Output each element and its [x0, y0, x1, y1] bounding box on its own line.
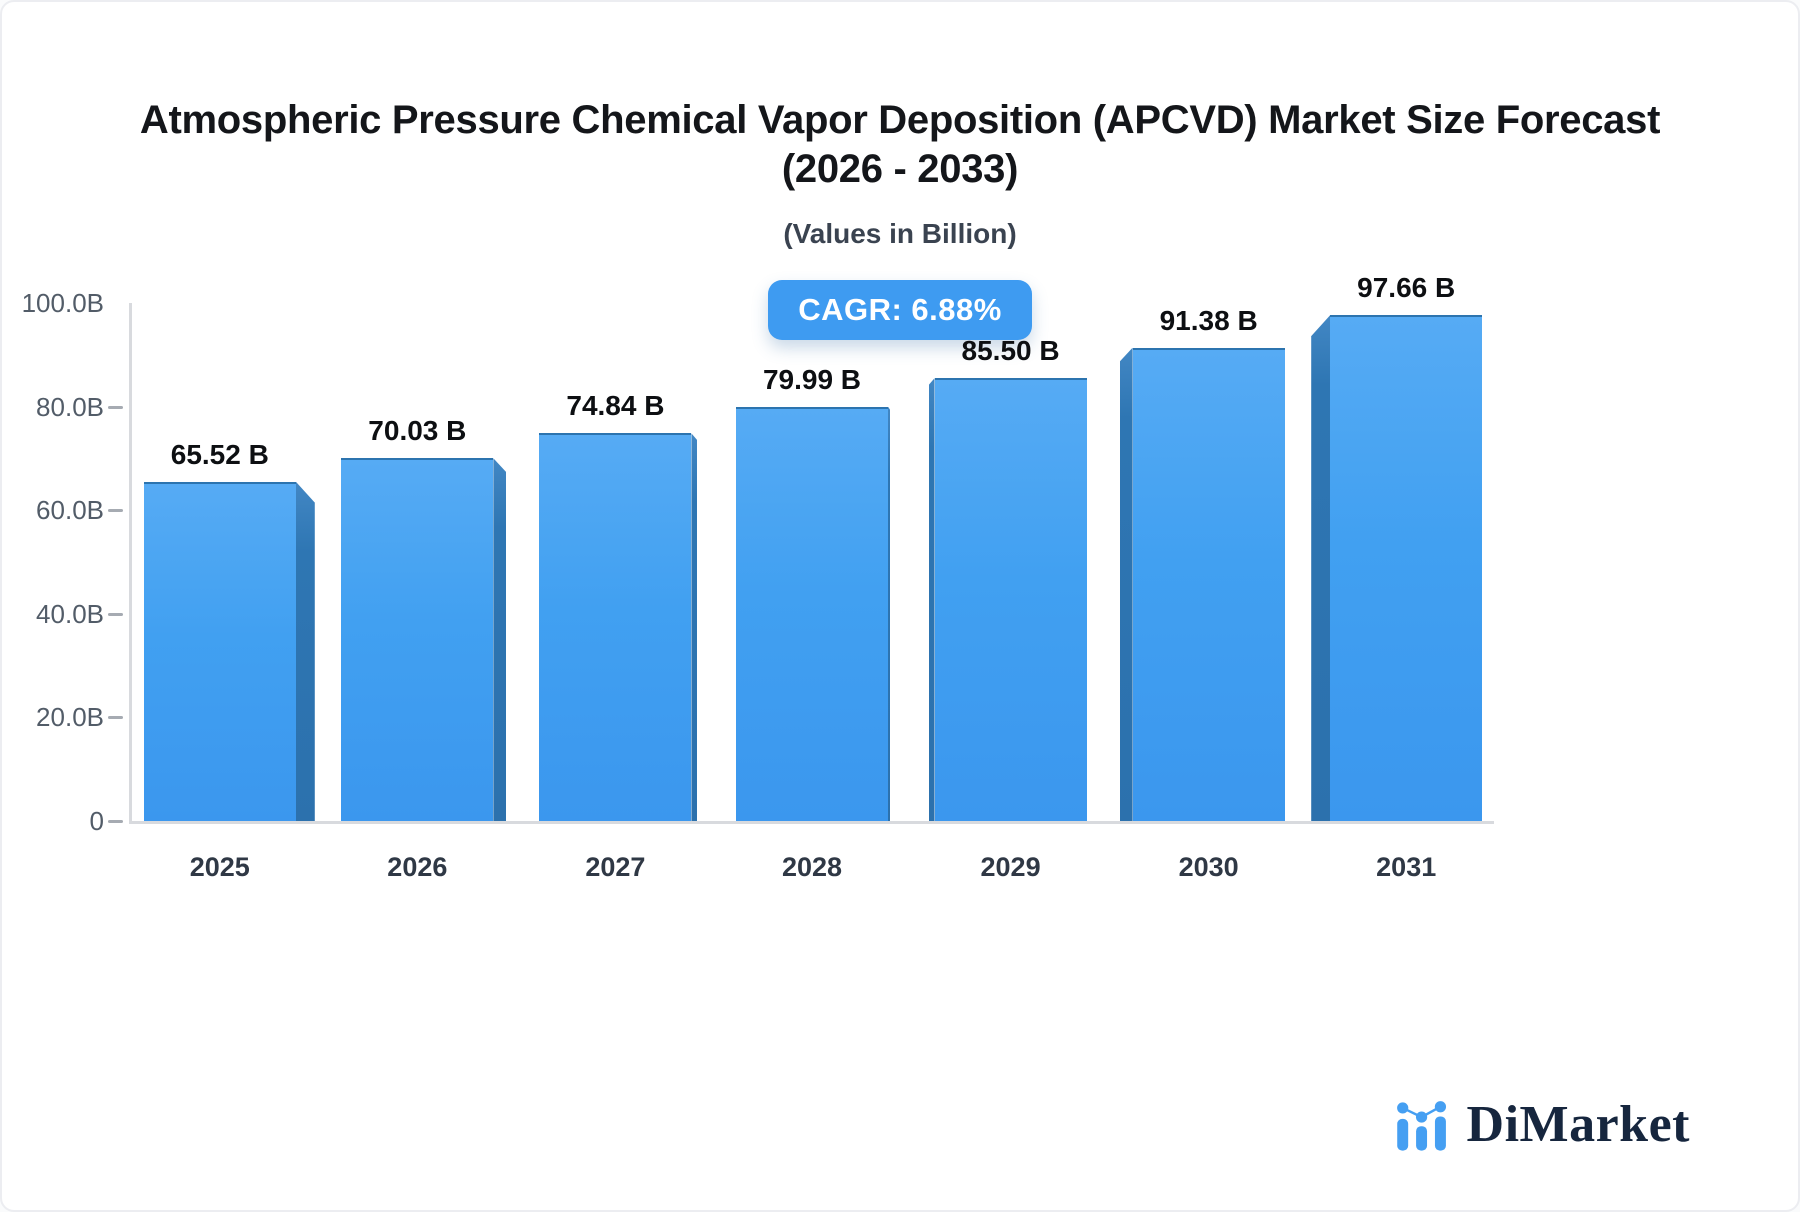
y-axis-line	[129, 303, 132, 824]
bar-value-label-2031: 97.66 B	[1357, 272, 1456, 304]
y-axis-tick-mark	[108, 820, 123, 823]
y-axis-tick-mark	[108, 612, 123, 616]
dimarket-logo-text: DiMarket	[1466, 1096, 1690, 1153]
chart-title: Atmospheric Pressure Chemical Vapor Depo…	[42, 96, 1758, 194]
bar-value-label-2025: 65.52 B	[170, 438, 269, 470]
x-axis-label-2031: 2031	[1376, 852, 1437, 882]
bar-side-panel-2028	[888, 406, 890, 821]
x-axis-baseline	[129, 821, 1494, 824]
x-axis-label-2028: 2028	[781, 852, 843, 882]
bar-side-panel-2026	[493, 458, 507, 821]
x-axis-label-2026: 2026	[387, 852, 448, 882]
bar-value-label-2028: 79.99 B	[762, 363, 862, 395]
bar-side-panel-2029	[928, 378, 935, 821]
bar-side-panel-2031	[1311, 315, 1331, 821]
bar-2028[interactable]	[736, 406, 888, 821]
bar-2025[interactable]	[143, 481, 296, 821]
bar-value-label-2026: 70.03 B	[368, 415, 467, 447]
bar-value-label-2029: 85.50 B	[961, 335, 1060, 367]
y-axis-tick-label: 60.0B	[36, 495, 104, 526]
bar-value-label-2030: 91.38 B	[1159, 304, 1258, 336]
bar-side-panel-2030	[1119, 347, 1133, 821]
chart-title-line2: (2026 - 2033)	[781, 147, 1019, 191]
y-axis-tick-label: 40.0B	[36, 598, 104, 629]
x-axis-label-2029: 2029	[980, 852, 1041, 882]
bar-2031[interactable]	[1330, 315, 1483, 821]
y-axis-tick-label: 80.0B	[36, 391, 104, 422]
y-axis-tick-mark	[108, 509, 123, 513]
dimarket-logo: DiMarket	[1396, 1095, 1690, 1154]
y-axis-tick-mark	[108, 716, 123, 720]
y-axis-tick-mark	[108, 405, 123, 409]
bar-2027[interactable]	[539, 433, 692, 821]
bar-2026[interactable]	[341, 458, 494, 821]
y-axis-tick-label: 100.0B	[21, 288, 104, 318]
chart-title-line1: Atmospheric Pressure Chemical Vapor Depo…	[139, 98, 1661, 142]
bar-2030[interactable]	[1132, 347, 1285, 821]
y-axis-tick-label: 0	[89, 806, 104, 836]
x-axis-label-2030: 2030	[1178, 852, 1239, 882]
dimarket-logo-icon	[1396, 1100, 1446, 1151]
x-axis-label-2025: 2025	[189, 852, 250, 882]
bar-side-panel-2025	[295, 481, 315, 821]
bar-side-panel-2027	[691, 433, 698, 821]
x-axis-label-2027: 2027	[585, 852, 646, 882]
chart-header: Atmospheric Pressure Chemical Vapor Depo…	[2, 2, 1798, 340]
y-axis-tick-label: 20.0B	[36, 702, 104, 733]
cagr-badge: CAGR: 6.88%	[768, 280, 1032, 340]
bar-2029[interactable]	[934, 378, 1087, 821]
chart-subtitle: (Values in Billion)	[783, 218, 1017, 249]
bar-value-label-2027: 74.84 B	[566, 390, 665, 422]
